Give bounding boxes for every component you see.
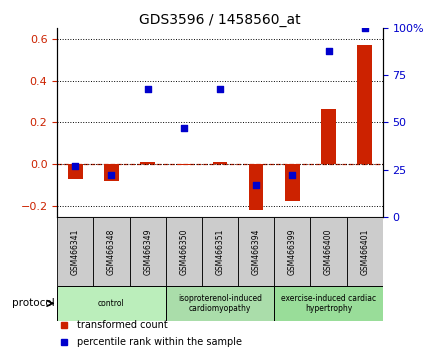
Point: [108, 172, 115, 178]
Bar: [213, 162, 227, 164]
Point: [144, 86, 151, 91]
Bar: [166, 217, 202, 286]
Bar: [129, 217, 166, 286]
Text: exercise-induced cardiac
hypertrophy: exercise-induced cardiac hypertrophy: [281, 294, 376, 313]
Point: [289, 172, 296, 178]
Text: GSM466351: GSM466351: [216, 228, 224, 275]
Bar: [202, 217, 238, 286]
Bar: [311, 217, 347, 286]
Text: protocol: protocol: [11, 298, 54, 308]
Bar: [274, 286, 383, 321]
Bar: [321, 109, 336, 164]
Bar: [93, 217, 129, 286]
Point: [180, 125, 187, 131]
Text: GSM466348: GSM466348: [107, 228, 116, 275]
Bar: [166, 286, 274, 321]
Text: control: control: [98, 299, 125, 308]
Bar: [238, 217, 274, 286]
Point: [253, 182, 260, 188]
Bar: [57, 217, 93, 286]
Bar: [140, 162, 155, 164]
Text: percentile rank within the sample: percentile rank within the sample: [77, 337, 242, 347]
Text: GSM466350: GSM466350: [180, 228, 188, 275]
Bar: [57, 286, 166, 321]
Text: GSM466401: GSM466401: [360, 228, 369, 275]
Point: [361, 25, 368, 31]
Bar: [274, 217, 311, 286]
Text: GSM466349: GSM466349: [143, 228, 152, 275]
Text: GSM466399: GSM466399: [288, 228, 297, 275]
Text: GSM466341: GSM466341: [71, 228, 80, 275]
Text: transformed count: transformed count: [77, 320, 168, 330]
Point: [72, 163, 79, 169]
Point: [216, 86, 224, 91]
Bar: [347, 217, 383, 286]
Text: GSM466394: GSM466394: [252, 228, 260, 275]
Text: GSM466400: GSM466400: [324, 228, 333, 275]
Text: isoproterenol-induced
cardiomyopathy: isoproterenol-induced cardiomyopathy: [178, 294, 262, 313]
Bar: [285, 164, 300, 201]
Bar: [104, 164, 119, 181]
Bar: [249, 164, 264, 210]
Bar: [357, 45, 372, 164]
Point: [325, 48, 332, 54]
Bar: [176, 164, 191, 165]
Bar: [68, 164, 83, 179]
Title: GDS3596 / 1458560_at: GDS3596 / 1458560_at: [139, 13, 301, 27]
